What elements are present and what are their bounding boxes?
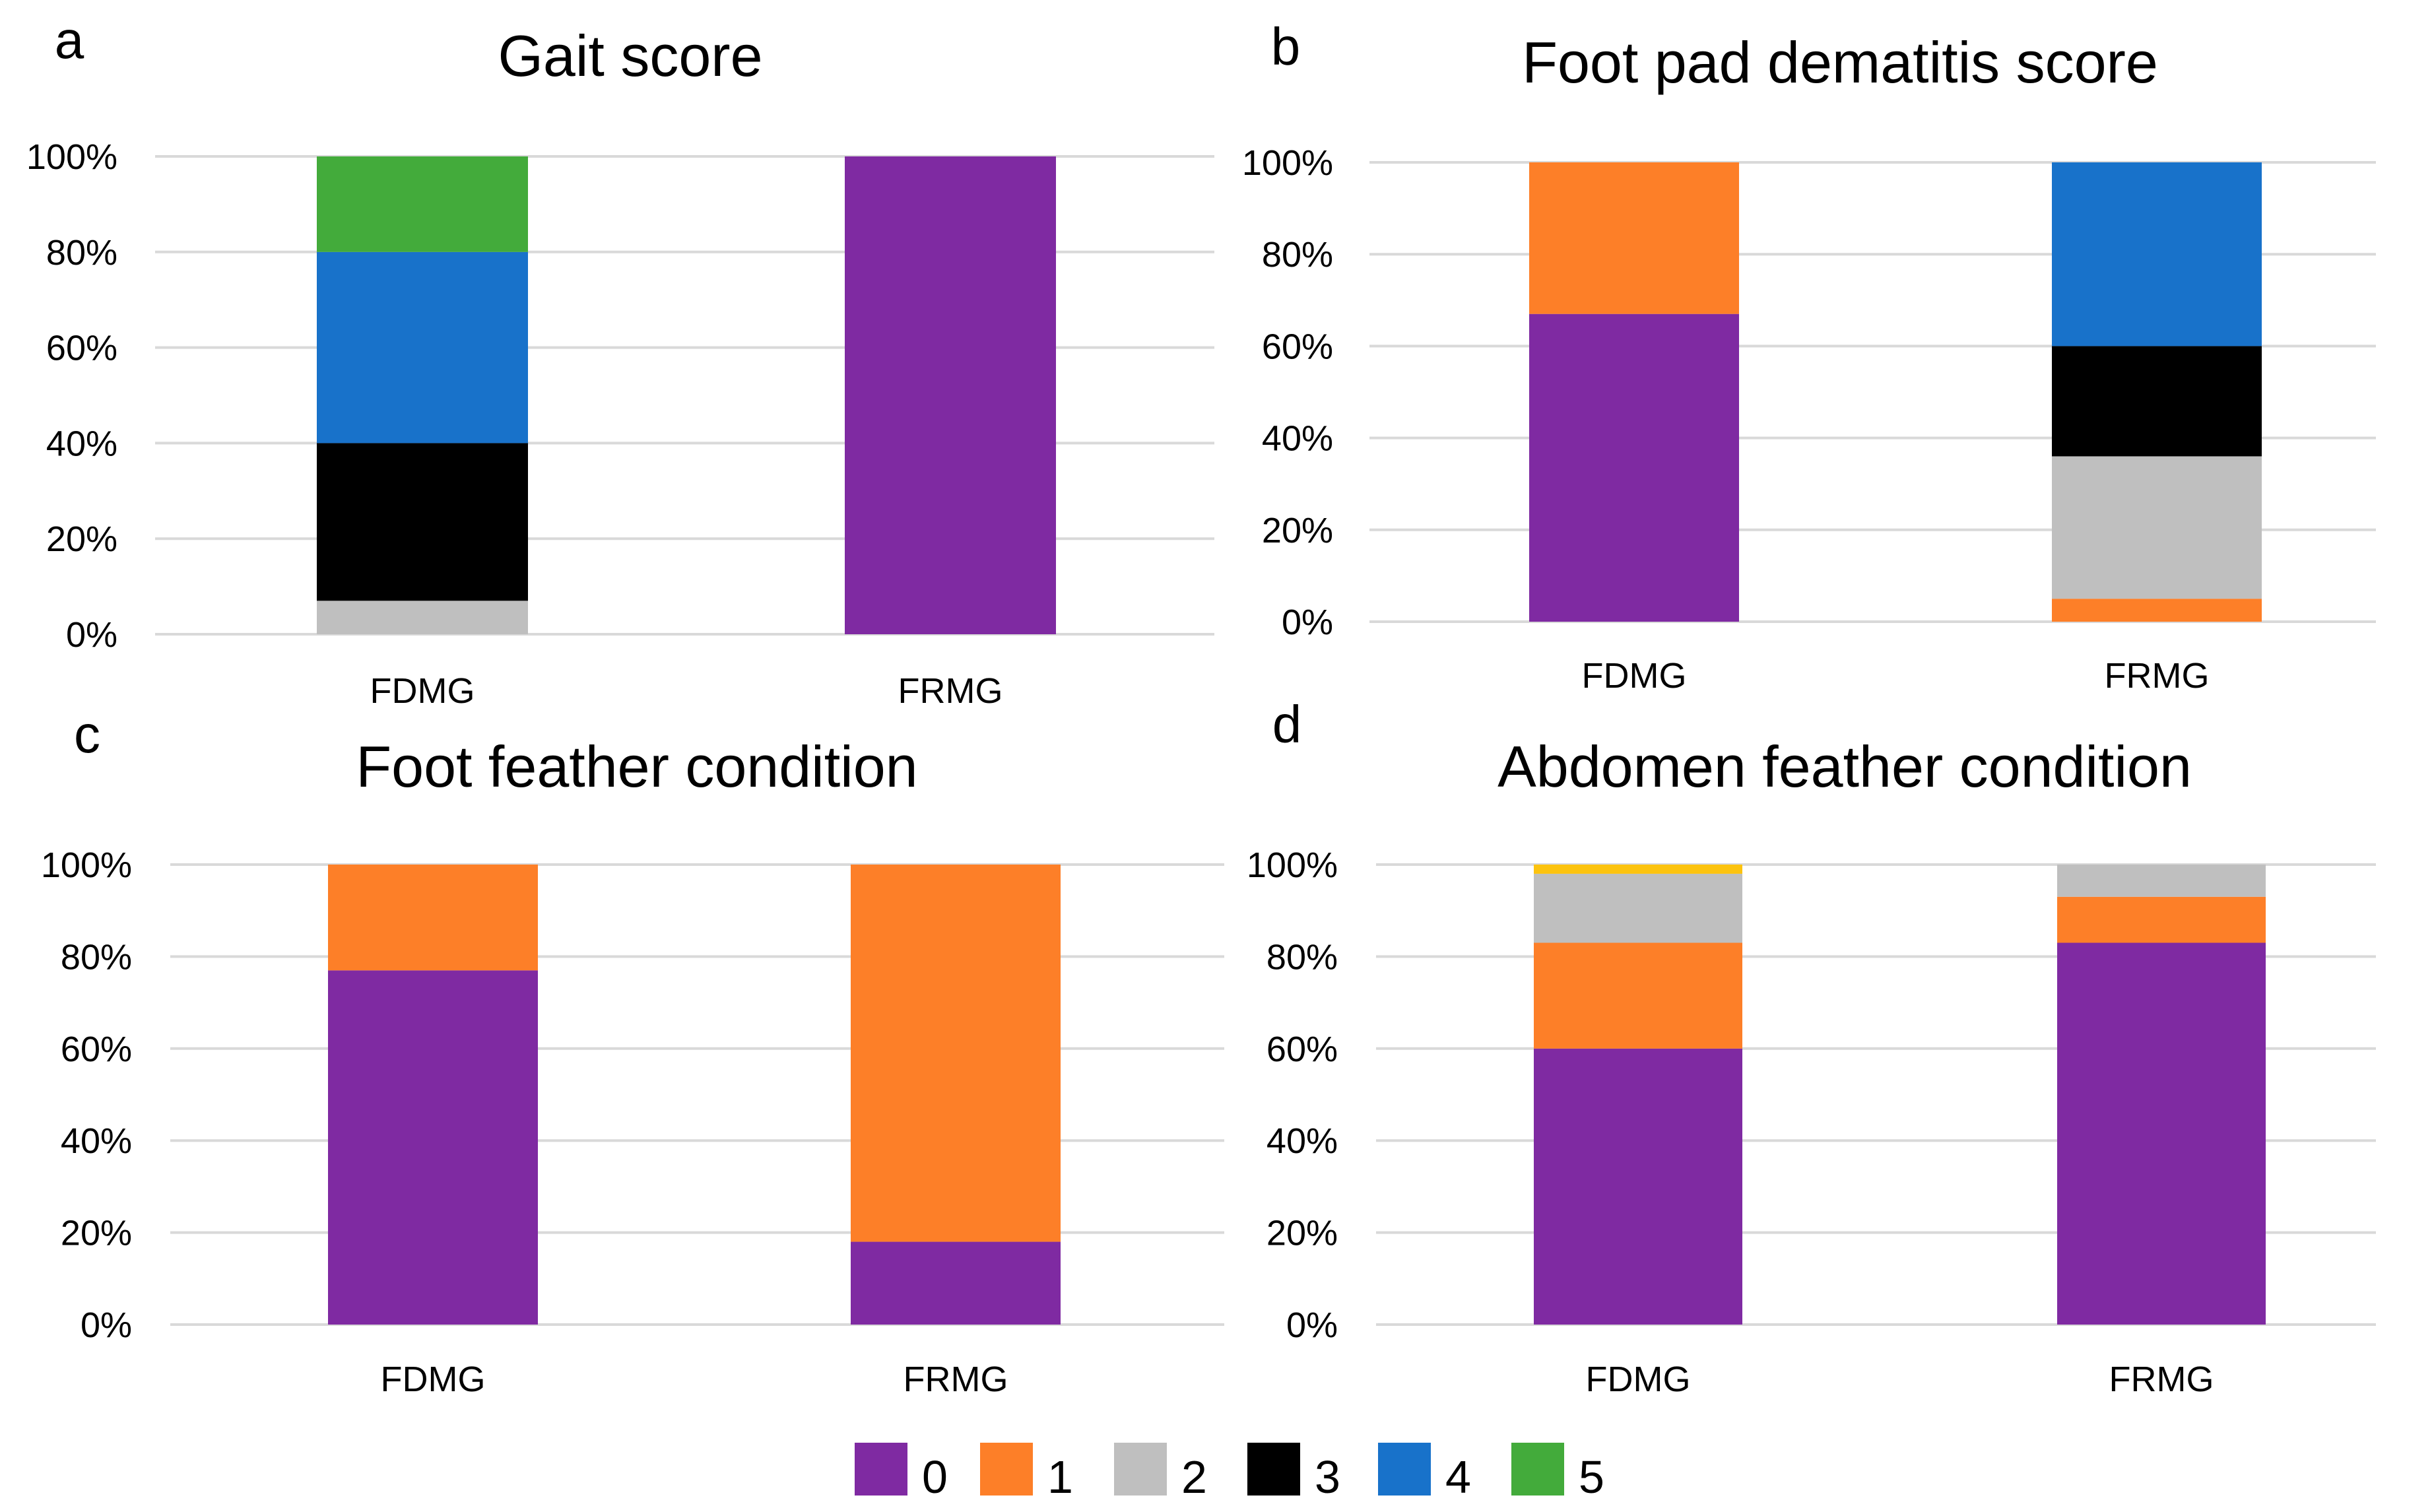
bar-segment-fdmg-score-0 <box>1534 1048 1742 1325</box>
panel-letter: d <box>1272 695 1302 754</box>
x-category-label: FDMG <box>381 1360 486 1399</box>
legend-label-0: 0 <box>922 1451 948 1503</box>
bar-segment-fdmg-score-5 <box>317 156 528 252</box>
y-tick-label: 100% <box>1247 845 1338 885</box>
legend-label-1: 1 <box>1047 1451 1073 1503</box>
y-tick-label: 100% <box>26 137 117 177</box>
y-tick-label: 80% <box>61 937 132 977</box>
panel-letter: b <box>1271 17 1301 76</box>
y-tick-label: 20% <box>46 519 117 559</box>
y-tick-label: 40% <box>1266 1121 1338 1161</box>
y-tick-label: 40% <box>46 424 117 463</box>
bar-segment-frmg-score-0 <box>845 156 1056 634</box>
panel-letter: c <box>74 705 100 764</box>
y-tick-label: 100% <box>1242 143 1333 183</box>
bar-segment-frmg-score-2 <box>2052 456 2262 599</box>
bar-segment-fdmg-score-2 <box>1534 873 1742 943</box>
legend-label-5: 5 <box>1579 1451 1604 1503</box>
bar-segment-fdmg-score-1 <box>1534 942 1742 1049</box>
bar-segment-fdmg-score-6 <box>1534 865 1742 874</box>
legend-label-4: 4 <box>1445 1451 1471 1503</box>
y-tick-label: 0% <box>66 615 117 655</box>
bar-segment-fdmg-score-0 <box>328 970 538 1325</box>
x-category-label: FDMG <box>1582 656 1687 696</box>
chart-title: Foot feather condition <box>356 734 917 799</box>
legend-swatch-4 <box>1378 1443 1431 1496</box>
y-tick-label: 0% <box>1286 1305 1338 1345</box>
x-category-label: FRMG <box>904 1360 1008 1399</box>
y-tick-label: 60% <box>46 329 117 368</box>
legend-label-2: 2 <box>1181 1451 1207 1503</box>
chart-panel-a: a Gait score 0% 20% 40% 60% 80% 100% FDMG FRMG <box>26 11 1214 711</box>
x-category-label: FDMG <box>370 671 475 711</box>
x-category-label: FDMG <box>1586 1360 1691 1399</box>
chart-panel-c: c Foot feather condition 0% 20% 40% 60% 80% 100… <box>41 705 1224 1399</box>
bar-segment-frmg-score-4 <box>2052 162 2262 346</box>
legend-swatch-2 <box>1114 1443 1167 1496</box>
chart-panel-b: b Foot pad dematitis score 0% 20% 40% 60% 80% 1… <box>1242 17 2376 696</box>
chart-title: Abdomen feather condition <box>1497 734 2192 799</box>
y-tick-label: 60% <box>1262 327 1333 366</box>
bar-segment-frmg-score-1 <box>2052 599 2262 622</box>
y-tick-label: 80% <box>46 233 117 273</box>
x-category-label: FRMG <box>2105 656 2210 696</box>
y-tick-label: 40% <box>1262 419 1333 459</box>
y-tick-label: 80% <box>1262 235 1333 275</box>
legend-label-3: 3 <box>1315 1451 1340 1503</box>
legend-swatch-1 <box>980 1443 1033 1496</box>
chart-title: Gait score <box>498 23 762 88</box>
chart-panel-d: d Abdomen feather condition 0% 20% 40% 60% 80%… <box>1247 695 2376 1399</box>
y-tick-label: 20% <box>1266 1214 1338 1253</box>
y-tick-label: 60% <box>61 1030 132 1069</box>
bar-segment-frmg-score-0 <box>2057 942 2266 1325</box>
bar-segment-frmg-score-1 <box>2057 896 2266 943</box>
panel-letter: a <box>55 11 84 69</box>
y-tick-label: 0% <box>81 1305 132 1345</box>
y-tick-label: 100% <box>41 845 132 885</box>
bar-segment-frmg-score-3 <box>2052 346 2262 457</box>
bar-segment-frmg-score-2 <box>2057 865 2266 897</box>
x-category-label: FRMG <box>898 671 1003 711</box>
legend-swatch-3 <box>1247 1443 1300 1496</box>
bar-segment-fdmg-score-0 <box>1529 313 1739 622</box>
y-tick-label: 20% <box>1262 511 1333 550</box>
bar-segment-frmg-score-1 <box>851 865 1061 1242</box>
chart-title: Foot pad dematitis score <box>1522 30 2158 95</box>
legend-swatch-0 <box>855 1443 907 1496</box>
bar-segment-fdmg-score-2 <box>317 601 528 634</box>
bar-segment-fdmg-score-3 <box>317 443 528 601</box>
y-tick-label: 60% <box>1266 1030 1338 1069</box>
bar-segment-fdmg-score-1 <box>328 865 538 971</box>
legend-swatch-5 <box>1511 1443 1564 1496</box>
y-tick-label: 20% <box>61 1214 132 1253</box>
legend: 0 1 2 3 4 5 <box>855 1443 1604 1503</box>
y-tick-label: 40% <box>61 1121 132 1161</box>
x-category-label: FRMG <box>2109 1360 2214 1399</box>
bar-segment-fdmg-score-1 <box>1529 162 1739 314</box>
y-tick-label: 0% <box>1282 603 1333 642</box>
y-tick-label: 80% <box>1266 937 1338 977</box>
bar-segment-frmg-score-0 <box>851 1241 1061 1325</box>
bar-segment-fdmg-score-4 <box>317 251 528 444</box>
